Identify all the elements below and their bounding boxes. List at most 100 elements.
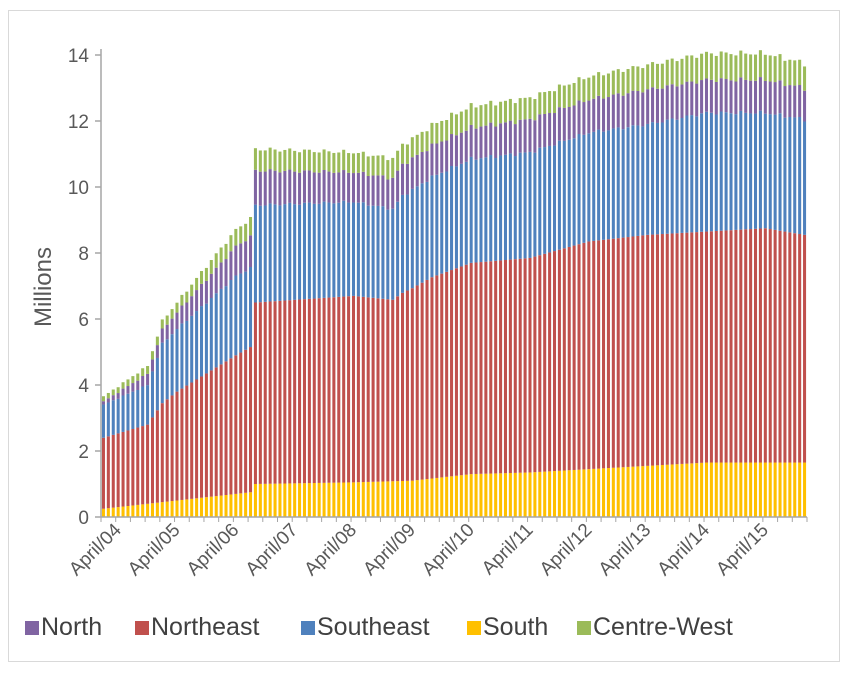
bar-segment xyxy=(685,55,689,82)
bar-segment xyxy=(719,51,723,79)
bar-segment xyxy=(322,201,326,298)
bar-segment xyxy=(739,50,743,78)
bar-segment xyxy=(464,264,468,475)
bar-segment xyxy=(160,403,164,503)
bar-segment xyxy=(258,150,262,172)
bar-segment xyxy=(783,60,787,87)
bar-segment xyxy=(253,204,257,303)
bar-segment xyxy=(704,231,709,463)
bar-segment xyxy=(567,84,571,107)
bar-segment xyxy=(729,230,733,463)
legend: North Northeast Southeast South Centre-West xyxy=(25,613,733,641)
bar-segment xyxy=(396,296,400,482)
bar-segment xyxy=(141,426,145,505)
bar-segment xyxy=(307,298,311,484)
bar-segment xyxy=(307,202,311,299)
bar-segment xyxy=(758,50,762,78)
bar-segment xyxy=(582,469,586,517)
bar-segment xyxy=(317,482,321,517)
bar-segment xyxy=(317,203,321,299)
bar-segment xyxy=(489,100,493,123)
bar-segment xyxy=(621,95,625,130)
bar-segment xyxy=(347,172,351,203)
bar-segment xyxy=(459,111,463,133)
bar-segment xyxy=(660,234,664,466)
bar-segment xyxy=(185,385,189,500)
bar-segment xyxy=(249,235,253,268)
bar-segment xyxy=(646,123,650,235)
bar-segment xyxy=(195,311,199,380)
bar-segment xyxy=(195,379,199,499)
bar-segment xyxy=(528,151,532,258)
bar-segment xyxy=(131,391,135,429)
bar-segment xyxy=(626,127,630,238)
bar-segment xyxy=(749,462,753,517)
x-tick-label: April/04 xyxy=(65,519,126,580)
bar-segment xyxy=(342,170,346,201)
bar-segment xyxy=(655,465,659,517)
bar-segment xyxy=(126,379,130,387)
legend-swatch xyxy=(467,621,481,635)
bar-segment xyxy=(317,172,321,204)
bar-segment xyxy=(170,334,174,396)
bar-segment xyxy=(361,202,365,297)
bar-segment xyxy=(396,481,400,517)
bar-segment xyxy=(165,399,169,502)
bar-segment xyxy=(803,462,807,517)
bar-segment xyxy=(337,482,341,517)
bar-segment xyxy=(435,275,439,478)
bar-segment xyxy=(587,133,591,242)
bar-segment xyxy=(533,472,537,517)
bar-segment xyxy=(131,376,135,384)
bar-segment xyxy=(293,171,297,205)
bar-segment xyxy=(322,149,326,170)
bar-segment xyxy=(219,364,223,496)
bar-segment xyxy=(803,66,807,91)
bar-segment xyxy=(249,216,253,236)
bar-segment xyxy=(655,234,659,466)
bar-segment xyxy=(587,241,591,470)
bar-segment xyxy=(739,462,743,517)
bar-segment xyxy=(278,300,282,484)
bar-segment xyxy=(744,112,748,230)
bar-segment xyxy=(347,482,351,517)
bar-segment xyxy=(268,483,272,517)
bar-segment xyxy=(469,474,473,517)
bar-segment xyxy=(121,395,125,432)
bar-segment xyxy=(606,97,610,131)
bar-segment xyxy=(435,174,439,276)
bar-segment xyxy=(636,91,640,126)
bar-segment xyxy=(141,386,145,427)
bar-segment xyxy=(160,342,164,404)
bar-segment xyxy=(778,80,782,114)
bar-segment xyxy=(244,223,248,242)
bar-segment xyxy=(695,232,699,464)
bar-segment xyxy=(356,482,360,517)
bar-segment xyxy=(739,110,743,230)
bar-segment xyxy=(234,493,238,517)
legend-label: Centre-West xyxy=(593,613,733,641)
bar-segment xyxy=(788,232,792,463)
bar-segment xyxy=(150,351,154,360)
bar-segment xyxy=(204,373,208,498)
bar-segment xyxy=(587,469,591,517)
bar-segment xyxy=(538,114,542,148)
bar-segment xyxy=(219,495,223,517)
bar-segment xyxy=(136,380,140,390)
bar-segment xyxy=(763,228,767,463)
bar-segment xyxy=(244,492,248,517)
bar-segment xyxy=(278,151,282,173)
x-tick-label: April/11 xyxy=(478,520,537,579)
bar-segment xyxy=(538,255,542,472)
bar-segment xyxy=(312,152,316,173)
bar-segment xyxy=(440,477,444,517)
bar-segment xyxy=(283,300,287,484)
bar-segment xyxy=(489,473,493,517)
bar-segment xyxy=(332,203,336,298)
bar-segment xyxy=(445,120,449,141)
bar-segment xyxy=(592,240,596,469)
bar-segment xyxy=(700,53,704,81)
bar-segment xyxy=(602,131,606,240)
bar-segment xyxy=(464,109,468,131)
bar-segment xyxy=(155,336,159,346)
